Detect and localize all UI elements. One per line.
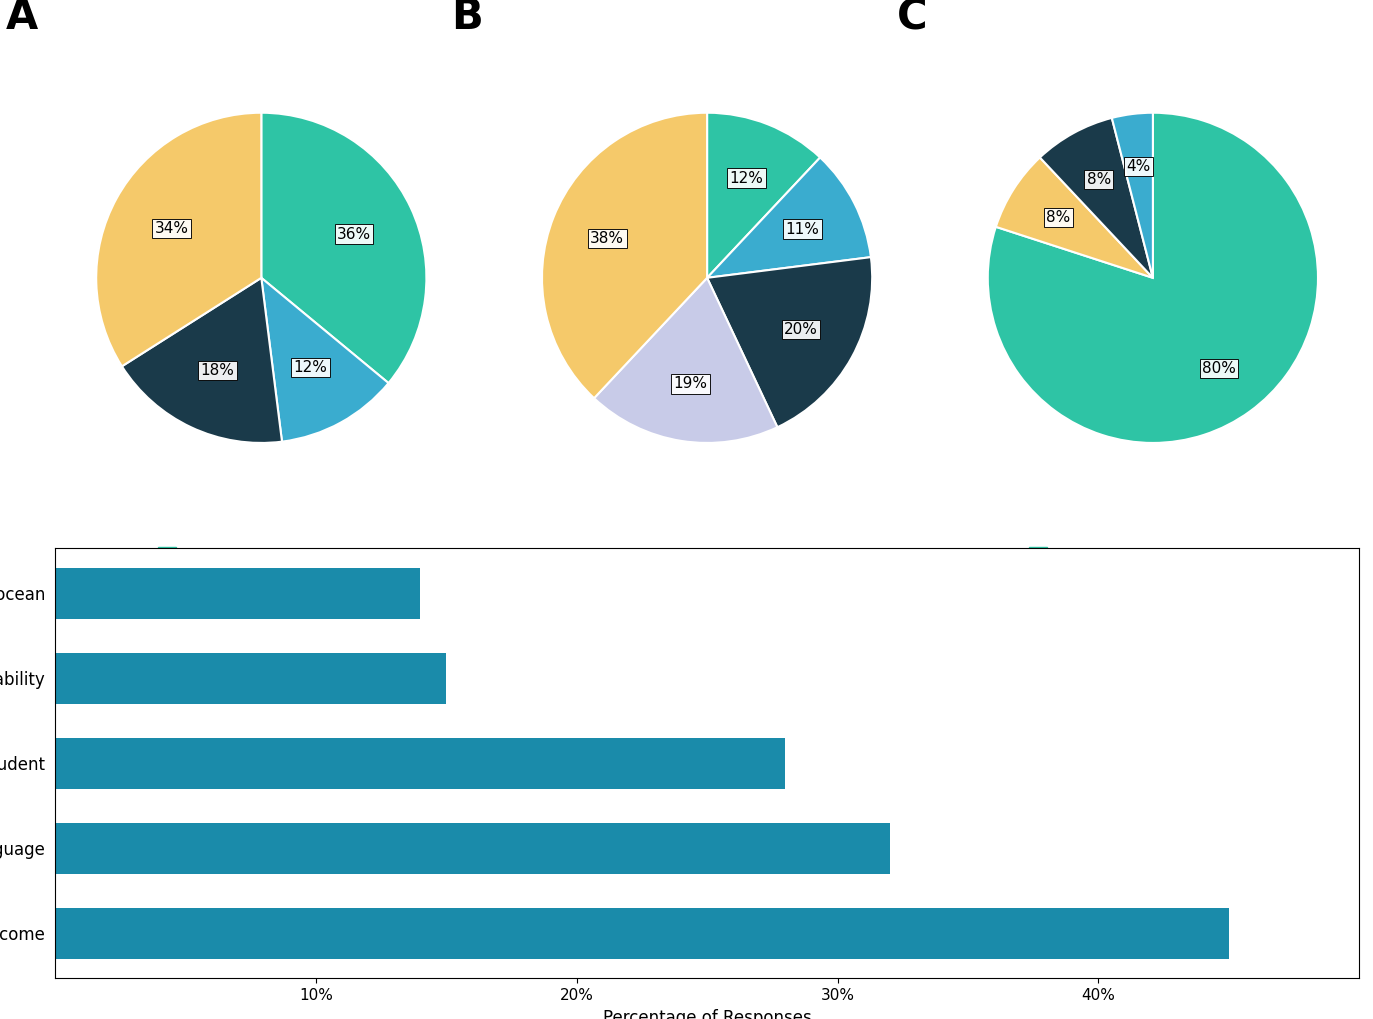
Text: B: B: [452, 0, 483, 39]
Text: 8%: 8%: [1046, 210, 1070, 225]
Text: 11%: 11%: [785, 221, 820, 236]
Bar: [55, 822, 890, 873]
Bar: [55, 908, 1229, 959]
Text: 34%: 34%: [155, 221, 188, 236]
X-axis label: Percentage of Responses: Percentage of Responses: [603, 1009, 811, 1019]
Wedge shape: [707, 113, 820, 278]
Wedge shape: [96, 113, 261, 366]
Text: 12%: 12%: [729, 170, 763, 185]
Text: 20%: 20%: [784, 322, 818, 337]
Text: A: A: [5, 0, 37, 39]
Bar: [55, 568, 420, 619]
Wedge shape: [261, 278, 389, 441]
Text: 36%: 36%: [336, 227, 371, 242]
Text: 80%: 80%: [1201, 361, 1236, 376]
Wedge shape: [261, 113, 427, 383]
Text: 19%: 19%: [673, 376, 707, 391]
Wedge shape: [707, 257, 872, 427]
Legend: San Diego County, In CA, not San Diego County, In USA, not CA, International: San Diego County, In CA, not San Diego C…: [1030, 546, 1277, 634]
Text: 38%: 38%: [590, 231, 625, 246]
Legend: Grade K-5, Grade 6-8, Grade 9-12, University/Adult, Seniors: Grade K-5, Grade 6-8, Grade 9-12, Univer…: [630, 565, 784, 675]
Wedge shape: [995, 158, 1153, 278]
Wedge shape: [1039, 118, 1153, 278]
Legend: Returning, Website, Friend Recommended, Scripps Recommended: Returning, Website, Friend Recommended, …: [158, 546, 365, 634]
Wedge shape: [595, 278, 777, 443]
Wedge shape: [707, 158, 870, 278]
Wedge shape: [987, 113, 1318, 443]
Text: 4%: 4%: [1127, 159, 1151, 174]
Wedge shape: [122, 278, 281, 443]
Text: 18%: 18%: [200, 363, 235, 378]
Text: C: C: [897, 0, 928, 39]
Text: 8%: 8%: [1086, 172, 1111, 186]
Text: 12%: 12%: [294, 360, 328, 375]
Wedge shape: [1112, 113, 1153, 278]
Bar: [55, 653, 446, 704]
Wedge shape: [542, 113, 707, 398]
Bar: [55, 738, 785, 789]
